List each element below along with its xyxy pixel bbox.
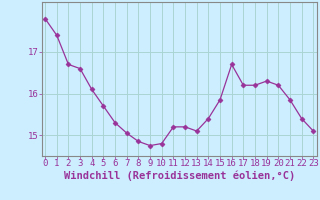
X-axis label: Windchill (Refroidissement éolien,°C): Windchill (Refroidissement éolien,°C) xyxy=(64,171,295,181)
